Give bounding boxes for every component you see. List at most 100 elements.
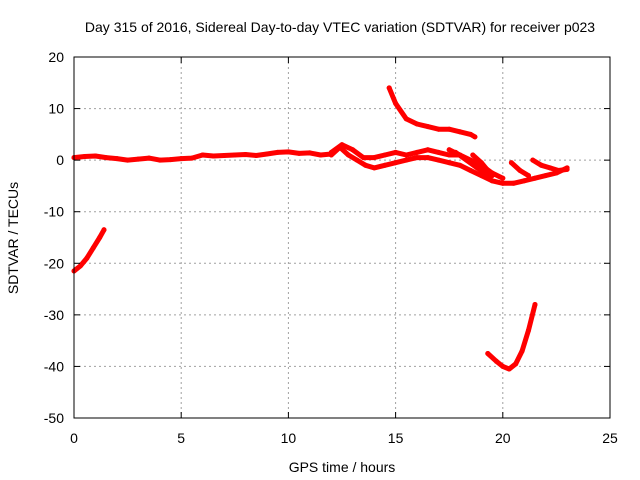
data-point [243, 152, 248, 157]
data-point [468, 168, 474, 173]
data-point [345, 152, 351, 158]
data-point [210, 153, 216, 159]
data-point [532, 302, 538, 307]
data-point [232, 152, 238, 158]
x-tick-label: 5 [177, 430, 185, 446]
data-point [393, 100, 399, 106]
data-point [92, 153, 98, 159]
data-point [90, 245, 96, 251]
data-series-line [453, 149, 489, 176]
data-point [200, 152, 206, 158]
data-point [350, 147, 356, 153]
data-point [178, 156, 184, 162]
data-point [221, 153, 227, 158]
data-point [526, 327, 531, 333]
x-tick-label: 25 [602, 430, 618, 446]
data-point [500, 363, 506, 369]
data-point [414, 149, 420, 155]
data-point [253, 153, 259, 158]
y-tick-label: -50 [44, 410, 64, 426]
y-tick-label: -10 [44, 204, 64, 220]
data-point [382, 162, 388, 168]
data-point [146, 155, 152, 161]
data-point [339, 142, 345, 148]
grid-layer [74, 57, 610, 418]
data-point [328, 149, 334, 155]
data-point [436, 149, 441, 155]
data-point [436, 126, 441, 132]
y-axis-label: SDTVAR / TECUs [5, 182, 21, 294]
chart-title: Day 315 of 2016, Sidereal Day-to-day VTE… [85, 19, 595, 35]
data-point [446, 126, 452, 132]
data-point [264, 151, 270, 157]
data-point [103, 155, 109, 161]
data-point [517, 168, 523, 173]
y-tick-labels: -50 -40 -30 -20 -10 0 10 20 [44, 49, 64, 426]
data-point [485, 168, 491, 173]
y-tick-label: 0 [56, 152, 64, 168]
ticks-layer [73, 56, 611, 419]
data-point [363, 162, 369, 168]
data-series-line [470, 152, 495, 179]
y-tick-label: -40 [44, 358, 64, 374]
data-point [189, 155, 195, 161]
data-point [82, 154, 88, 159]
data-point [425, 147, 431, 153]
data-point [478, 173, 484, 179]
data-point [403, 152, 409, 158]
data-point [285, 149, 291, 155]
data-point [489, 178, 495, 184]
data-point [538, 162, 544, 168]
x-tick-label: 15 [388, 430, 404, 446]
data-point [403, 157, 409, 163]
data-point [519, 348, 525, 354]
x-tick-labels: 0 5 10 15 20 25 [70, 430, 618, 446]
data-point [157, 157, 163, 163]
data-point [508, 160, 514, 166]
data-point [101, 227, 107, 233]
data-point [371, 155, 377, 161]
data-point [296, 150, 302, 156]
data-point [489, 173, 495, 179]
data-point [168, 157, 173, 163]
data-point [521, 178, 527, 184]
data-point [414, 155, 420, 161]
data-point [513, 361, 519, 367]
data-point [564, 166, 570, 172]
data-point [506, 366, 512, 372]
x-axis-label: GPS time / hours [289, 459, 396, 475]
data-point [526, 173, 531, 179]
data-point [457, 162, 463, 168]
data-point [84, 255, 90, 261]
x-tick-label: 10 [281, 430, 297, 446]
data-point [530, 157, 536, 163]
data-point [318, 152, 324, 158]
data-point [478, 160, 484, 166]
data-point [556, 168, 561, 173]
data-point [532, 175, 538, 181]
data-point [468, 131, 474, 137]
data-point [360, 155, 366, 161]
data-point [453, 149, 459, 155]
y-tick-label: -30 [44, 307, 64, 323]
data-point [371, 165, 377, 171]
data-point [135, 156, 141, 162]
data-point [463, 157, 469, 163]
data-point [386, 85, 392, 91]
data-point [511, 180, 516, 186]
data-point [354, 157, 360, 163]
data-point [77, 263, 83, 269]
y-tick-label: 10 [48, 101, 64, 117]
x-tick-label: 20 [495, 430, 511, 446]
y-tick-label: -20 [44, 255, 64, 271]
data-point [446, 152, 452, 158]
x-tick-label: 0 [70, 430, 78, 446]
data-point [114, 156, 120, 162]
data-point [382, 152, 388, 158]
data-point [307, 150, 313, 156]
data-point [446, 147, 452, 153]
data-point [472, 134, 478, 140]
data-point [457, 129, 463, 135]
